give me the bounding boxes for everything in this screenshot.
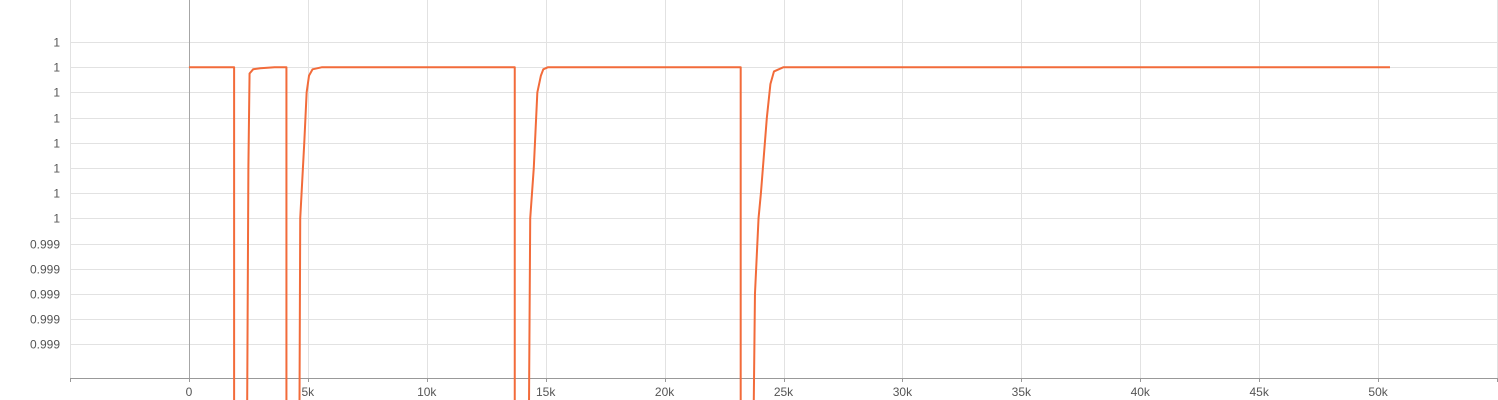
x-tick-label: 10k bbox=[417, 385, 437, 399]
y-tick-label: 1 bbox=[53, 212, 60, 226]
x-tick-label: 0 bbox=[186, 385, 193, 399]
y-tick-label: 0.999 bbox=[30, 288, 60, 302]
axis-layer bbox=[70, 0, 1498, 382]
x-tick-labels: 0 5k 10k 15k 20k 25k 30k 35k 40k 45k 50k bbox=[186, 385, 1389, 399]
y-tick-label: 0.999 bbox=[30, 263, 60, 277]
x-tick-label: 25k bbox=[774, 385, 794, 399]
x-tick-label: 35k bbox=[1012, 385, 1032, 399]
x-tick-label: 45k bbox=[1249, 385, 1269, 399]
x-tick-label: 30k bbox=[893, 385, 913, 399]
y-tick-label: 1 bbox=[53, 86, 60, 100]
y-tick-label: 1 bbox=[53, 112, 60, 126]
y-tick-label: 0.999 bbox=[30, 338, 60, 352]
grid-layer bbox=[70, 0, 1498, 378]
y-tick-label: 1 bbox=[53, 137, 60, 151]
x-tick-label: 50k bbox=[1368, 385, 1388, 399]
y-tick-labels: 0.999 0.999 0.999 0.999 0.999 1 1 1 1 1 1 1 1 bbox=[30, 36, 60, 352]
y-tick-label: 0.999 bbox=[30, 313, 60, 327]
series-line bbox=[188, 66, 1390, 400]
x-tick-label: 40k bbox=[1131, 385, 1151, 399]
y-tick-label: 1 bbox=[53, 36, 60, 50]
series-layer bbox=[188, 66, 1390, 400]
x-tick-label: 5k bbox=[301, 385, 315, 399]
x-tick-label: 20k bbox=[655, 385, 675, 399]
y-tick-label: 0.999 bbox=[30, 238, 60, 252]
y-tick-label: 1 bbox=[53, 61, 60, 75]
y-tick-label: 1 bbox=[53, 187, 60, 201]
x-tick-label: 15k bbox=[536, 385, 556, 399]
y-tick-label: 1 bbox=[53, 162, 60, 176]
